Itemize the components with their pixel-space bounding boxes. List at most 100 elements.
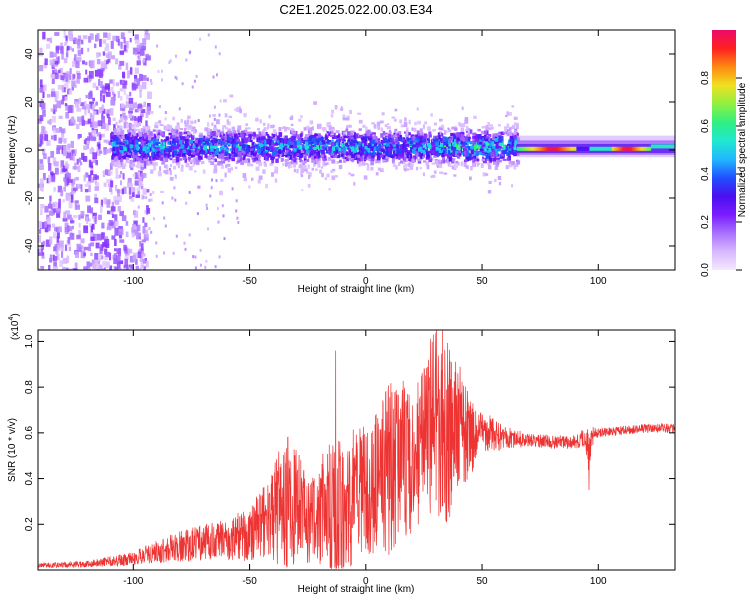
spectrogram-cell <box>378 142 381 148</box>
spectrogram-cell <box>224 172 227 178</box>
spectrogram-cell <box>381 168 384 172</box>
spectrogram-cell <box>508 112 512 116</box>
spectrogram-cell <box>346 125 349 129</box>
spectrogram-cell <box>152 163 155 166</box>
spectrogram-cell <box>422 146 426 150</box>
snr-y-ticks: 0.20.40.60.81.0 <box>24 334 675 531</box>
spectrogram-cell <box>484 150 489 153</box>
spectrogram-cell <box>135 259 138 265</box>
spectrogram-cell <box>346 115 350 118</box>
spectrogram-cell <box>278 127 282 132</box>
spectrogram-cell <box>325 142 330 145</box>
spectrogram-cell <box>450 152 454 156</box>
spectrogram-cell <box>128 187 132 195</box>
spectrogram-cell <box>76 79 80 84</box>
spectrogram-cell <box>309 130 312 135</box>
spectrogram-cell <box>433 122 437 126</box>
spectrogram-cell <box>56 207 61 214</box>
spectrogram-cell <box>113 162 118 167</box>
spectrogram-cell <box>53 246 57 252</box>
spectrogram-cell <box>233 136 237 142</box>
spectrogram-cell <box>346 131 351 135</box>
spectrogram-cell <box>263 151 267 154</box>
spectrogram-cell <box>193 160 196 165</box>
spectrogram-cell <box>129 67 133 75</box>
spectrogram-cell <box>134 67 139 74</box>
spectrogram-cell <box>179 148 184 154</box>
spectrogram-cell <box>47 226 51 232</box>
spectrogram-cell <box>189 133 193 137</box>
spectrogram-cell <box>461 151 464 154</box>
spectrogram-cell <box>587 146 590 151</box>
spectrogram-cell <box>55 253 60 260</box>
spectrogram-cell <box>352 148 357 153</box>
spectrogram-cell <box>222 158 227 162</box>
spectrogram-cell <box>96 33 100 41</box>
spectrogram-cell <box>111 139 115 143</box>
spectrogram-cell <box>160 139 163 143</box>
spectrogram-cell <box>139 73 143 82</box>
spectrogram-cell <box>416 132 420 136</box>
spectrogram-cell <box>107 222 111 229</box>
spectrogram-cell <box>178 107 181 111</box>
spectrogram-cell <box>497 124 501 127</box>
spectrogram-cell <box>317 162 321 166</box>
spectrogram-cell <box>393 118 397 122</box>
spectrogram-cell <box>480 163 484 168</box>
spectrogram-cell <box>118 119 121 124</box>
spectrogram-cell <box>501 146 504 149</box>
spectrogram-cell <box>205 259 208 263</box>
spectrogram-cell <box>62 138 67 143</box>
spectrogram-cell <box>53 256 58 261</box>
spectrogram-cell <box>317 137 322 142</box>
spectrogram-cell <box>129 255 134 263</box>
spectrogram-cell <box>74 101 78 108</box>
spectrogram-cell <box>515 122 519 126</box>
spectrogram-cell <box>372 132 376 135</box>
spectrogram-cell <box>432 129 436 132</box>
spectrogram-cell <box>85 195 91 202</box>
spectrogram-cell <box>441 132 444 137</box>
spectrogram-cell <box>64 96 68 102</box>
spectrogram-cell <box>210 161 215 165</box>
spectrogram-cell <box>332 142 335 148</box>
spectrogram-cell <box>121 215 127 221</box>
spectrogram-cell <box>310 134 315 139</box>
spectrogram-cell <box>477 128 481 132</box>
spectrogram-cell <box>407 132 411 136</box>
spectrogram-cell <box>87 109 90 114</box>
spectrogram-cell <box>227 140 231 143</box>
spectrogram-cell <box>248 139 253 143</box>
spectrogram-cell <box>132 151 135 157</box>
spectrogram-cell <box>451 159 455 162</box>
spectrogram-cell <box>589 146 592 151</box>
spectrogram-cell <box>109 265 113 270</box>
spectrogram-cell <box>374 138 379 143</box>
spectrogram-cell <box>312 155 316 159</box>
x-tick-label: -50 <box>242 276 257 287</box>
spectrogram-cell <box>217 207 219 211</box>
spectrogram-cell <box>144 154 148 159</box>
spectrogram-cell <box>298 141 302 146</box>
spectrogram-cell <box>137 171 140 175</box>
spectrogram-cell <box>386 143 390 147</box>
spectrogram-cell <box>509 136 514 140</box>
spectrogram-cell <box>416 130 420 133</box>
spectrogram-cell <box>176 122 180 126</box>
spectrogram-cell <box>219 163 223 166</box>
spectrogram-cell <box>469 142 474 145</box>
spectrogram-cell <box>242 152 246 155</box>
spectrogram-cell <box>61 168 66 173</box>
spectrogram-cell <box>86 104 91 110</box>
spectrogram-cell <box>360 162 364 166</box>
spectrogram-cell <box>112 153 116 157</box>
spectrogram-cell <box>55 247 59 255</box>
spectrogram-cell <box>443 141 446 146</box>
spectrogram-cell <box>92 158 97 164</box>
spectrogram-cell <box>452 143 456 147</box>
spectrogram-cell <box>163 251 165 255</box>
spectrogram-cell <box>428 131 432 136</box>
spectrogram-cell <box>72 215 78 219</box>
spectrogram-cell <box>71 182 75 187</box>
